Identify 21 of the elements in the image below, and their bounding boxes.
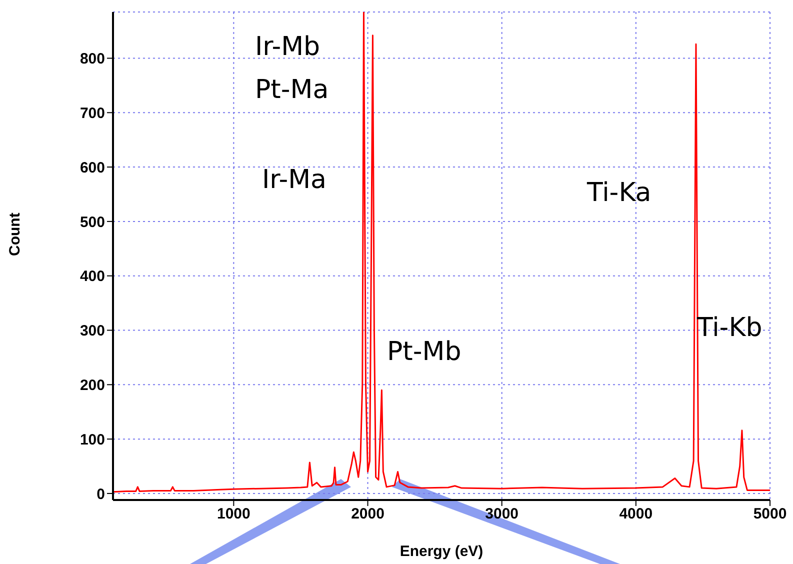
annotation: Pt-Mb (387, 337, 462, 367)
y-tick-label: 300 (80, 322, 105, 340)
y-axis-title: Count (6, 212, 24, 256)
x-tick-label: 3000 (485, 506, 519, 523)
x-tick-label: 1000 (216, 506, 250, 523)
y-tick-label: 700 (80, 104, 105, 122)
annotation: Ti-Ka (586, 178, 652, 208)
x-axis-title: Energy (eV) (400, 543, 484, 560)
y-tick-label: 800 (80, 50, 105, 68)
x-tick-label: 4000 (619, 506, 653, 523)
annotation: Ir-Mb (255, 32, 320, 62)
x-tick-label: 2000 (351, 506, 384, 523)
annotation: Ir-Ma (262, 165, 326, 195)
y-tick-label: 400 (80, 268, 105, 286)
y-tick-label: 600 (80, 159, 105, 176)
annotation: Pt-Ma (255, 75, 329, 105)
y-tick-label: 0 (96, 486, 105, 503)
y-tick-label: 500 (80, 214, 105, 231)
x-tick-label: 5000 (753, 506, 787, 523)
y-tick-label: 100 (80, 431, 105, 448)
y-tick-label: 200 (80, 376, 105, 394)
